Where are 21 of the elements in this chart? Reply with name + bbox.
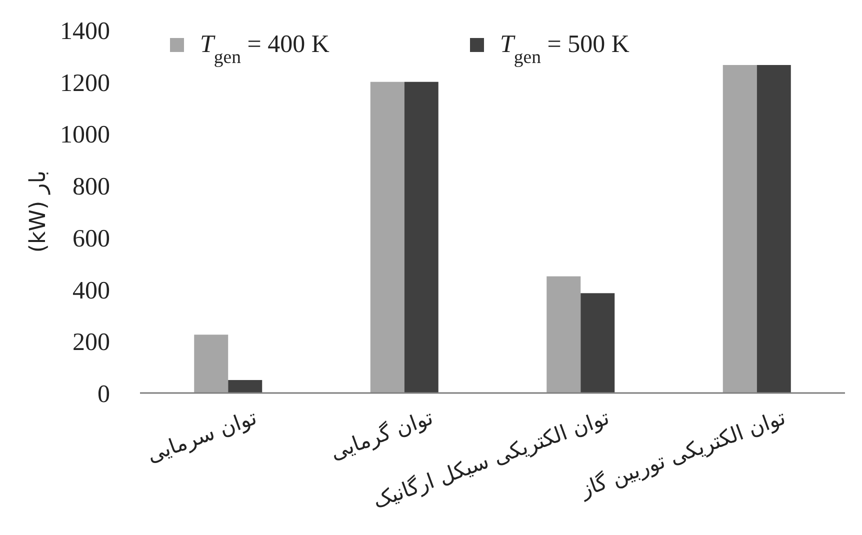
bar bbox=[370, 82, 404, 393]
bar bbox=[228, 380, 262, 393]
y-tick-label: 200 bbox=[72, 329, 110, 356]
y-tick-label: 400 bbox=[72, 277, 110, 304]
y-tick-label: 600 bbox=[72, 225, 110, 252]
y-tick-label: 0 bbox=[98, 381, 110, 408]
y-tick-label: 1000 bbox=[60, 122, 110, 149]
y-tick-label: 1200 bbox=[60, 70, 110, 97]
bar bbox=[404, 82, 438, 393]
bar bbox=[722, 65, 757, 393]
legend-label: T$_{gen}$ = 400 K bbox=[200, 31, 330, 68]
y-tick-label: 1400 bbox=[60, 18, 110, 45]
x-tick-label: توان گرمایی bbox=[327, 405, 437, 466]
legend-label: T$_{gen}$ = 500 K bbox=[500, 31, 630, 68]
bar bbox=[194, 334, 228, 393]
bar bbox=[546, 276, 581, 393]
bar bbox=[580, 293, 615, 393]
y-tick-label: 800 bbox=[72, 174, 110, 201]
bar bbox=[756, 65, 791, 393]
y-axis-title: بار (kW) bbox=[26, 170, 51, 253]
x-tick-label: توان سرمایی bbox=[144, 405, 260, 468]
